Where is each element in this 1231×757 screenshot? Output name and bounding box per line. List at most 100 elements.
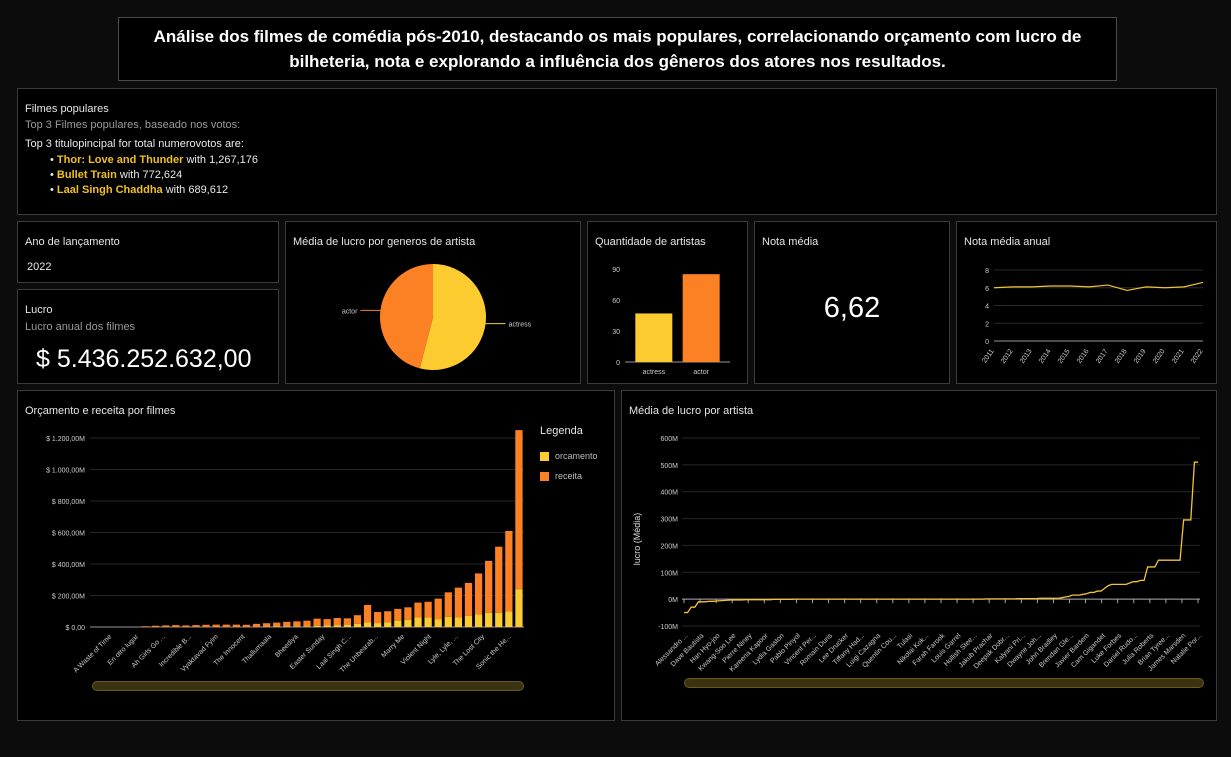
budget-bar-orcamento <box>303 626 311 627</box>
budget-bar-receita <box>313 618 321 626</box>
budget-bar-orcamento <box>434 619 442 627</box>
budget-bar-orcamento <box>474 614 483 627</box>
annual-ytick: 6 <box>985 286 989 293</box>
budget-panel: Orçamento e receita por filmes $ 0,00 $ 2… <box>17 390 615 721</box>
budget-ytick: $ 200,00M <box>52 594 85 601</box>
annual-chart: 0 2 4 6 8 2011 2012 2013 2014 2015 2016 2017 2018 201… <box>981 268 1205 365</box>
budget-bar-receita <box>202 624 210 627</box>
avg-ytick: 300M <box>660 517 678 524</box>
budget-ytick: $ 1.200,00M <box>46 436 85 443</box>
count-title: Quantidade de artistas <box>595 236 706 248</box>
annual-xtick: 2017 <box>1095 348 1110 365</box>
popular-film-item: • Thor: Love and Thunder with 1,267,176 <box>50 154 259 166</box>
avg-ytick: 600M <box>660 436 678 443</box>
budget-bar-receita <box>444 592 452 617</box>
budget-title: Orçamento e receita por filmes <box>25 405 176 417</box>
budget-ytick: $ 600,00M <box>52 531 85 538</box>
budget-bar-orcamento <box>495 612 503 627</box>
annual-xtick: 2013 <box>1019 348 1034 365</box>
budget-ytick: $ 0,00 <box>66 625 86 632</box>
budget-bar-orcamento <box>404 619 412 627</box>
budget-bar-receita <box>303 620 311 627</box>
budget-bar-orcamento <box>323 625 331 627</box>
profit-value: $ 5.436.252.632,00 <box>36 345 252 373</box>
count-ytick: 60 <box>612 298 620 305</box>
rating-panel: Nota média 6,62 <box>754 221 950 384</box>
legend-item-orcamento[interactable]: orcamento <box>540 451 598 462</box>
annual-xtick: 2022 <box>1190 348 1205 365</box>
budget-bar-receita <box>485 560 493 613</box>
annual-line <box>993 281 1204 292</box>
legend-item-receita[interactable]: receita <box>540 471 582 482</box>
budget-bar-receita <box>172 625 180 627</box>
annual-xtick: 2011 <box>981 348 995 364</box>
budget-bar-receita <box>222 624 230 627</box>
pie-label-actor: actor <box>342 308 358 315</box>
count-chart: 0 30 60 90 actress actor <box>612 267 730 376</box>
annual-xtick: 2014 <box>1038 348 1053 365</box>
budget-bar-receita <box>242 624 251 627</box>
annual-ytick: 8 <box>985 268 989 275</box>
avgprofit-panel: Média de lucro por artista -100M 0M 100M 20… <box>621 390 1217 721</box>
annual-ytick: 4 <box>985 304 989 311</box>
avg-ytick: 400M <box>660 490 678 497</box>
budget-bar-receita <box>323 619 331 626</box>
popular-film-name: Thor: Love and Thunder <box>56 154 184 166</box>
budget-bar-receita <box>252 623 261 627</box>
avg-ytick: -100M <box>658 624 678 631</box>
popular-films-intro: Top 3 titulopincipal for total numerovot… <box>25 138 244 150</box>
budget-bar-receita <box>273 622 281 627</box>
budget-bar-orcamento <box>454 617 463 627</box>
budget-xtick: Bheediya <box>274 633 300 659</box>
year-panel[interactable]: Ano de lançamento 2022 <box>17 221 279 283</box>
rating-value: 6,62 <box>823 292 881 324</box>
budget-bar-orcamento <box>515 589 523 627</box>
budget-bar-receita <box>404 607 412 620</box>
budget-bar-receita <box>474 573 483 615</box>
budget-bar-receita <box>363 604 372 623</box>
budget-bar-receita <box>495 546 503 613</box>
popular-film-name: Bullet Train <box>56 169 117 181</box>
count-bar-actress <box>635 313 673 362</box>
budget-bar-receita <box>192 625 200 627</box>
budget-scrollbar[interactable] <box>92 681 524 691</box>
budget-xtick: A Waste of Time <box>73 633 114 674</box>
pie-title: Média de lucro por generos de artista <box>293 236 476 248</box>
popular-film-item: • Bullet Train with 772,624 <box>50 169 183 181</box>
popular-films-panel: Filmes populares Top 3 Filmes populares,… <box>17 88 1217 215</box>
year-value[interactable]: 2022 <box>27 261 52 273</box>
budget-bar-receita <box>515 430 523 590</box>
avg-ytick: 100M <box>660 570 678 577</box>
budget-ytick: $ 800,00M <box>52 499 85 506</box>
popular-films-title: Filmes populares <box>25 103 109 115</box>
budget-bar-receita <box>464 582 473 616</box>
avg-ytick: 200M <box>660 543 678 550</box>
budget-bar-receita <box>283 621 291 627</box>
profit-subtitle: Lucro anual dos filmes <box>25 321 136 333</box>
budget-bar-receita <box>414 602 422 618</box>
avgprofit-title: Média de lucro por artista <box>629 405 754 417</box>
popular-film-item: • Laal Singh Chaddha with 689,612 <box>50 184 229 196</box>
legend-swatch <box>540 452 549 462</box>
annual-xtick: 2015 <box>1057 348 1072 365</box>
popular-films-subtitle: Top 3 Filmes populares, baseado nos voto… <box>25 119 241 131</box>
annual-xtick: 2020 <box>1152 348 1167 365</box>
popular-film-votes: with 772,624 <box>116 169 183 181</box>
popular-film-name: Laal Singh Chaddha <box>56 184 163 196</box>
popular-film-votes: with 1,267,176 <box>183 154 259 166</box>
dashboard-title-text: Análise dos filmes de comédia pós-2010, … <box>153 27 1082 71</box>
budget-bar-receita <box>505 530 513 612</box>
legend-swatch <box>540 472 549 482</box>
budget-bar-receita <box>424 601 432 618</box>
count-xlabel: actor <box>693 369 709 376</box>
budget-bar-receita <box>293 621 301 627</box>
budget-bar-orcamento <box>394 620 402 627</box>
count-panel: Quantidade de artistas 0 30 60 90 actress act… <box>587 221 748 384</box>
avgprofit-scrollbar[interactable] <box>684 678 1204 688</box>
budget-bar-receita <box>182 625 190 627</box>
count-ytick: 90 <box>612 267 620 274</box>
annual-xtick: 2016 <box>1076 348 1091 365</box>
annual-xtick: 2021 <box>1171 348 1186 365</box>
budget-bar-orcamento <box>485 612 493 627</box>
pie-label-actress: actress <box>509 322 532 329</box>
